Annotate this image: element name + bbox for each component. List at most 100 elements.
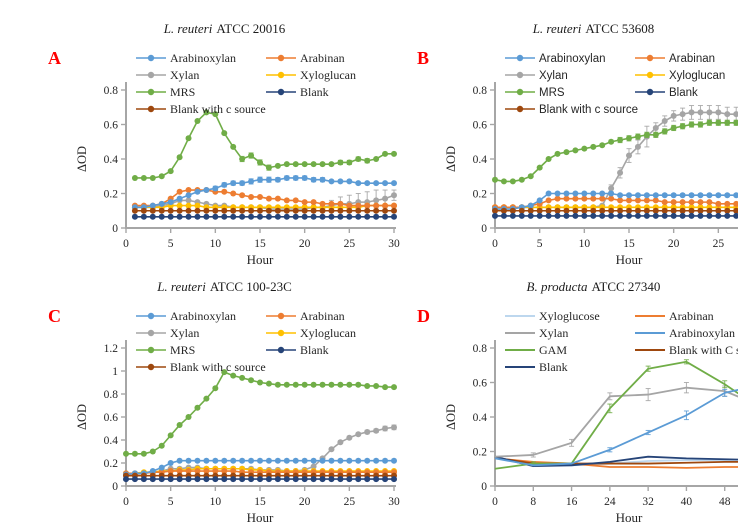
data-point <box>617 212 624 219</box>
data-point <box>382 425 389 432</box>
data-point <box>697 121 704 128</box>
x-axis-title: Hour <box>616 510 643 525</box>
data-point <box>563 195 570 202</box>
data-point <box>149 468 156 475</box>
series-blank-with-c-source <box>131 207 397 214</box>
data-point <box>337 381 344 388</box>
data-point <box>608 212 615 219</box>
series-blank <box>492 212 738 219</box>
legend-item-xylan: Xylan <box>136 326 199 340</box>
series-blank <box>123 476 397 483</box>
x-tick-label: 0 <box>492 238 498 250</box>
data-point <box>257 159 263 166</box>
data-point <box>337 159 344 166</box>
data-point <box>212 213 219 220</box>
x-tick-label: 32 <box>642 496 654 508</box>
data-point <box>500 212 507 219</box>
data-point <box>373 382 380 389</box>
data-point <box>203 457 210 464</box>
legend-label: Xyloglucan <box>300 326 356 340</box>
x-tick-label: 16 <box>566 496 578 508</box>
data-point <box>158 173 165 180</box>
data-point <box>391 476 397 483</box>
data-point <box>194 476 201 483</box>
data-point <box>545 197 552 204</box>
data-point <box>274 457 281 464</box>
data-point <box>158 213 165 220</box>
data-point <box>346 476 353 483</box>
data-point <box>185 192 192 199</box>
series-mrs <box>131 109 397 181</box>
data-point <box>554 190 561 197</box>
data-point <box>301 381 308 388</box>
data-point <box>536 164 543 171</box>
data-point <box>346 178 353 185</box>
data-point <box>634 197 641 204</box>
data-point <box>382 180 389 187</box>
data-point <box>310 207 317 214</box>
data-point <box>328 161 335 168</box>
legend-marker <box>277 88 285 96</box>
data-point <box>158 442 165 449</box>
data-point <box>364 157 371 164</box>
data-point <box>337 178 344 185</box>
strain-genus-a: L. reuteri <box>163 21 213 36</box>
data-point <box>248 207 255 214</box>
data-point <box>221 207 228 214</box>
legend-item-gam: GAM <box>505 343 567 357</box>
legend-marker <box>147 88 155 96</box>
data-point <box>221 468 228 475</box>
data-point <box>257 379 263 386</box>
data-point <box>608 195 615 202</box>
data-point <box>292 457 299 464</box>
data-point <box>670 212 677 219</box>
data-point <box>301 213 308 220</box>
x-tick-label: 20 <box>668 238 680 250</box>
data-point <box>500 207 507 214</box>
legend-item-blank-with-c-source: Blank with c source <box>136 360 266 374</box>
data-point <box>608 207 615 214</box>
data-point <box>373 180 380 187</box>
y-tick-label: 1.2 <box>104 343 119 355</box>
data-point <box>626 135 632 142</box>
data-point <box>131 207 138 214</box>
y-tick-label: 0 <box>481 223 487 235</box>
data-point <box>346 457 353 464</box>
legend-item-xyloglucan: Xyloglucan <box>266 68 356 82</box>
data-point <box>733 207 738 214</box>
legend-label: Blank <box>300 343 329 357</box>
y-tick-label: 1 <box>112 366 118 378</box>
data-point <box>364 202 371 209</box>
data-point <box>527 207 534 214</box>
data-point <box>697 192 704 199</box>
data-point <box>391 180 397 187</box>
legend-marker <box>147 346 155 354</box>
x-tick-label: 5 <box>168 496 174 508</box>
data-point <box>634 192 641 199</box>
legend-marker <box>147 329 155 337</box>
legend-label: Xyloglucan <box>300 68 356 82</box>
y-tick-label: 0.2 <box>104 458 119 470</box>
y-tick-label: 0.6 <box>104 120 119 132</box>
legend-label: Arabinan <box>300 309 345 323</box>
data-point <box>319 457 326 464</box>
data-point <box>265 476 272 483</box>
data-point <box>176 422 183 429</box>
data-point <box>679 111 686 118</box>
data-point <box>140 213 147 220</box>
x-tick-label: 10 <box>210 238 222 250</box>
series-mrs <box>492 119 738 185</box>
data-point <box>239 457 246 464</box>
data-point <box>518 207 525 214</box>
data-point <box>239 476 246 483</box>
data-point <box>626 192 632 199</box>
data-point <box>194 468 201 475</box>
data-point <box>355 156 362 162</box>
data-point <box>364 382 371 389</box>
legend-label: Arabinoxylan <box>539 53 605 65</box>
data-point <box>617 207 624 214</box>
data-point <box>661 199 668 206</box>
data-point <box>257 213 263 220</box>
